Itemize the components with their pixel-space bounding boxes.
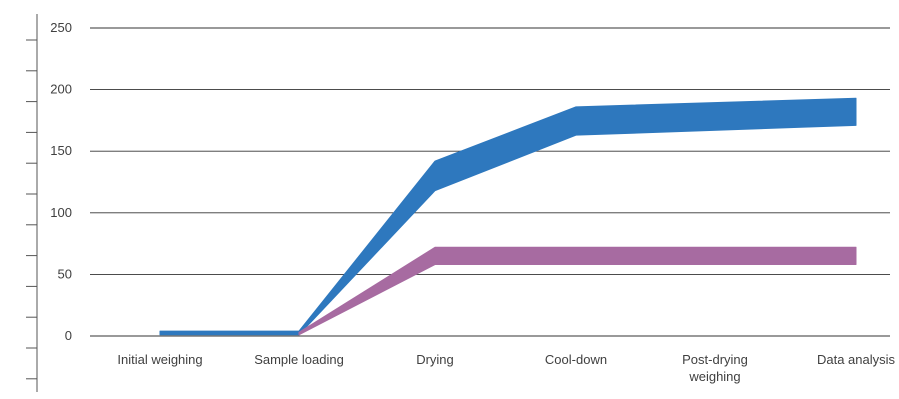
y-tick-label: 50 bbox=[58, 266, 72, 281]
x-tick-label: Sample loading bbox=[254, 352, 344, 367]
series-bands bbox=[160, 98, 856, 335]
x-tick-label-line: weighing bbox=[688, 369, 740, 384]
series-band-2 bbox=[299, 247, 856, 334]
x-tick-label-line: Post-drying bbox=[682, 352, 748, 367]
x-tick-label: Cool-down bbox=[545, 352, 607, 367]
tick-labels: 0 50 100 150 200 250 Initial weighing Sample lo… bbox=[50, 20, 895, 384]
x-tick-label: Post-drying weighing bbox=[682, 352, 748, 384]
y-tick-label: 0 bbox=[65, 328, 72, 343]
y-tick-label: 200 bbox=[50, 82, 72, 97]
y-tick-label: 150 bbox=[50, 143, 72, 158]
x-tick-label: Initial weighing bbox=[117, 352, 202, 367]
y-tick-label: 100 bbox=[50, 205, 72, 220]
y-tick-label: 250 bbox=[50, 20, 72, 35]
x-tick-label: Data analysis bbox=[817, 352, 896, 367]
gridlines bbox=[90, 28, 890, 336]
x-tick-label: Drying bbox=[416, 352, 454, 367]
y-axis bbox=[26, 14, 37, 392]
series-band-1 bbox=[160, 98, 856, 335]
